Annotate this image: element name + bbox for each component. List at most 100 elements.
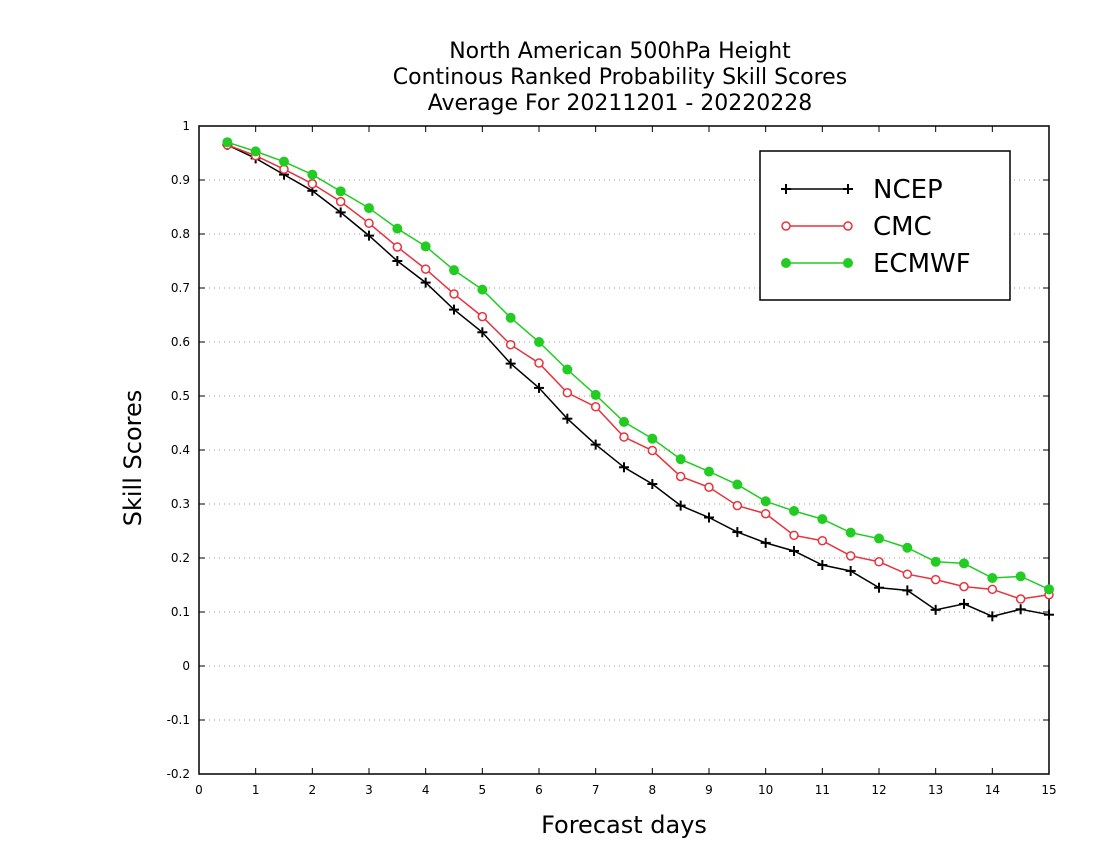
x-tick-label: 9 <box>705 783 713 797</box>
data-point-ncep <box>1015 604 1026 615</box>
data-point-cmc <box>364 218 374 228</box>
data-point-cmc <box>647 445 658 456</box>
series-layer <box>222 137 1054 622</box>
x-tick-label: 14 <box>985 783 1000 797</box>
data-point-cmc <box>562 388 573 398</box>
legend-marker-end <box>843 184 853 194</box>
data-point-ncep <box>590 439 601 450</box>
data-point-ncep <box>647 479 658 490</box>
y-axis-title: Skill Scores <box>119 390 147 527</box>
legend-label: NCEP <box>873 175 943 205</box>
y-tick-label: 0.1 <box>171 605 190 619</box>
x-tick-label: 7 <box>592 783 600 797</box>
data-point-ecmwf <box>335 186 346 197</box>
data-point-ncep <box>930 604 941 615</box>
data-point-cmc <box>449 289 459 299</box>
y-tick-label: 0.5 <box>171 389 190 403</box>
series-ecmwf <box>222 137 1054 595</box>
data-point-cmc <box>675 471 686 482</box>
x-tick-label: 6 <box>535 783 543 797</box>
x-tick-label: 3 <box>365 783 373 797</box>
data-point-cmc <box>1015 594 1026 604</box>
data-point-ncep <box>902 585 913 596</box>
legend: NCEP CMC ECMWF <box>759 150 1011 301</box>
data-point-ecmwf <box>562 364 573 375</box>
data-point-ecmwf <box>959 558 969 569</box>
data-point-ncep <box>562 413 573 424</box>
data-point-cmc <box>930 574 941 585</box>
series-cmc <box>222 140 1054 604</box>
data-point-ncep <box>732 527 743 538</box>
data-point-ncep <box>534 382 544 393</box>
data-point-ecmwf <box>222 137 233 148</box>
legend-label: CMC <box>873 212 932 242</box>
data-point-ecmwf <box>874 533 884 544</box>
data-point-ecmwf <box>675 454 686 465</box>
data-point-ncep <box>364 230 374 241</box>
data-point-ecmwf <box>619 416 629 427</box>
data-point-ecmwf <box>392 223 403 234</box>
data-point-ecmwf <box>477 284 488 295</box>
data-point-cmc <box>987 584 998 595</box>
data-point-cmc <box>789 530 799 541</box>
data-point-ecmwf <box>534 337 544 347</box>
legend-marker-end <box>843 221 853 231</box>
data-point-cmc <box>477 311 488 322</box>
legend-item-cmc: CMC <box>781 212 932 242</box>
data-point-cmc <box>959 581 969 592</box>
data-point-cmc <box>732 500 743 511</box>
data-point-ecmwf <box>987 572 998 583</box>
data-point-ecmwf <box>420 241 431 252</box>
data-point-ecmwf <box>505 312 516 323</box>
x-axis-title: Forecast days <box>541 811 707 839</box>
x-tick-label: 0 <box>195 783 203 797</box>
data-point-ncep <box>704 512 714 523</box>
data-point-cmc <box>704 482 714 493</box>
data-point-ncep <box>817 560 828 571</box>
y-tick-label: 0.2 <box>171 551 190 565</box>
data-point-ecmwf <box>279 156 289 167</box>
data-point-ecmwf <box>364 203 374 214</box>
data-point-ecmwf <box>1015 571 1026 582</box>
data-point-ncep <box>1044 609 1054 620</box>
legend-marker-start <box>781 258 791 268</box>
series-line-cmc <box>227 144 1050 600</box>
data-point-ncep <box>789 545 799 556</box>
x-tick-label: 15 <box>1041 783 1056 797</box>
x-tick-label: 8 <box>649 783 657 797</box>
data-point-cmc <box>590 402 601 412</box>
data-point-ncep <box>675 500 686 511</box>
y-tick-label: 0.3 <box>171 497 190 511</box>
chart-title-line-3: Average For 20211201 - 20220228 <box>428 91 813 116</box>
legend-item-ncep: NCEP <box>781 175 943 205</box>
chart-title: North American 500hPa Height Continous R… <box>393 39 847 116</box>
data-point-ncep <box>987 611 998 622</box>
data-point-ncep <box>619 462 629 473</box>
data-point-ecmwf <box>1044 584 1054 595</box>
data-point-ncep <box>874 582 884 593</box>
data-point-ecmwf <box>647 433 658 444</box>
series-ncep <box>222 139 1054 622</box>
data-point-cmc <box>845 551 856 561</box>
legend-marker-start <box>781 184 791 194</box>
x-tick-label: 1 <box>252 783 260 797</box>
x-tick-label: 12 <box>871 783 886 797</box>
data-point-ecmwf <box>732 479 743 490</box>
data-point-ecmwf <box>930 556 941 567</box>
data-point-cmc <box>392 242 403 252</box>
data-point-ncep <box>477 327 488 338</box>
data-point-cmc <box>505 339 516 350</box>
data-point-ecmwf <box>789 506 799 517</box>
data-point-ncep <box>845 565 856 576</box>
y-tick-label: 0 <box>182 659 190 673</box>
x-tick-label: 4 <box>422 783 430 797</box>
data-point-ecmwf <box>760 496 771 507</box>
y-tick-label: -0.2 <box>167 767 190 781</box>
y-tick-label: 0.7 <box>171 281 190 295</box>
data-point-cmc <box>534 358 544 368</box>
legend-item-ecmwf: ECMWF <box>781 249 971 279</box>
data-point-ecmwf <box>845 527 856 538</box>
axis-ticks: -0.2-0.100.10.20.30.40.50.60.70.80.910 1 2… <box>167 119 1057 797</box>
data-point-ncep <box>959 598 969 609</box>
